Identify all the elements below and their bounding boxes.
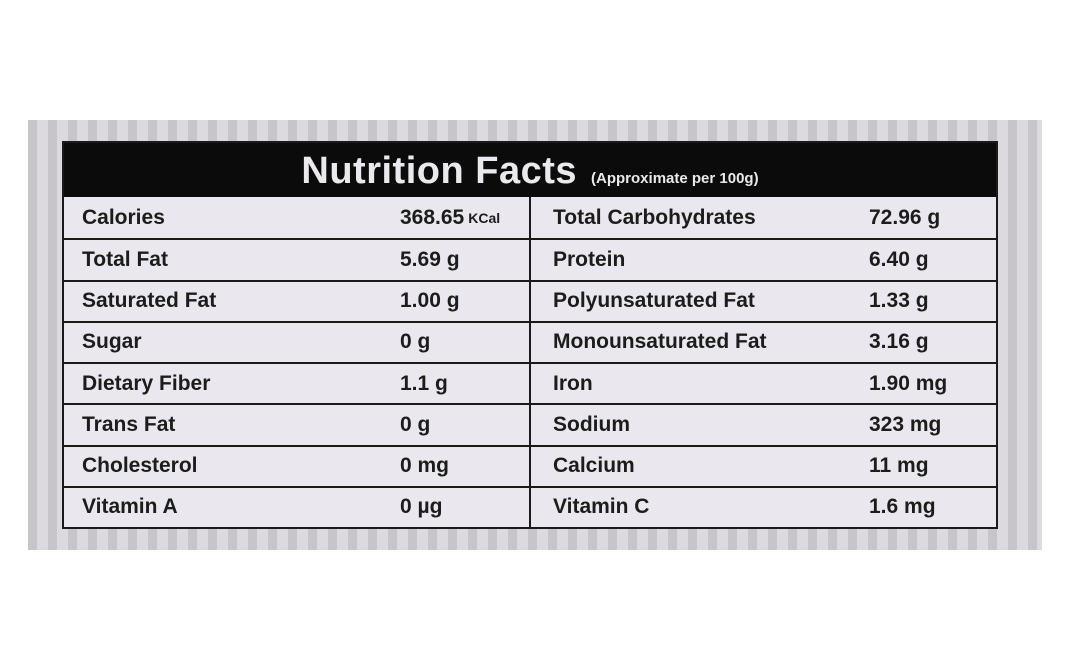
nutrition-table: Calories 368.65 KCal Total Carbohydrates 72.… [64,197,996,527]
nutrient-label: Iron [553,371,593,395]
nutrient-value: 1.90 mg [869,371,948,395]
table-row-left: Dietary Fiber 1.1 g [64,362,531,404]
nutrient-label: Total Fat [82,247,168,271]
nutrient-value: 11 mg [869,454,929,478]
nutrition-header: Nutrition Facts (Approximate per 100g) [64,143,996,197]
nutrient-value: 6.40 g [869,247,929,271]
nutrient-label: Total Carbohydrates [553,205,756,229]
nutrient-value: 0 mg [400,454,450,478]
nutrition-facts-label: Nutrition Facts (Approximate per 100g) C… [62,141,998,529]
table-row-left: Calories 368.65 KCal [64,197,531,239]
nutrient-label: Cholesterol [82,454,198,478]
table-row-left: Total Fat 5.69 g [64,238,531,280]
nutrient-label: Vitamin A [82,495,178,519]
nutrient-label: Dietary Fiber [82,371,211,395]
nutrient-label: Monounsaturated Fat [553,330,767,354]
nutrient-value: 5.69 g [400,247,460,271]
table-row-right: Vitamin C 1.6 mg [531,485,996,527]
nutrient-value: 3.16 g [869,330,929,354]
table-row-left: Cholesterol 0 mg [64,444,531,486]
table-row-left: Trans Fat 0 g [64,403,531,445]
nutrient-label: Polyunsaturated Fat [553,289,755,313]
nutrient-value: 1.1 g [400,371,448,395]
nutrient-label: Trans Fat [82,412,176,436]
nutrient-value: 72.96 g [869,205,941,229]
nutrient-unit: KCal [468,209,501,226]
nutrient-label: Calories [82,205,165,229]
nutrient-value: 1.33 g [869,289,929,313]
table-row-right: Calcium 11 mg [531,444,996,486]
nutrient-label: Vitamin C [553,495,650,519]
nutrient-value: 1.6 mg [869,495,936,519]
nutrient-label: Saturated Fat [82,289,217,313]
nutrient-value: 0 µg [400,495,443,519]
nutrition-title: Nutrition Facts [301,150,578,192]
table-row-right: Monounsaturated Fat 3.16 g [531,320,996,362]
table-row-right: Protein 6.40 g [531,238,996,279]
table-row-left: Sugar 0 g [64,320,531,362]
table-row-left: Saturated Fat 1.00 g [64,279,531,321]
table-row-right: Sodium 323 mg [531,403,996,444]
nutrition-subtitle: (Approximate per 100g) [591,170,759,187]
nutrient-value: 323 mg [869,412,942,436]
package-panel: Nutrition Facts (Approximate per 100g) C… [28,120,1042,550]
table-row-right: Polyunsaturated Fat 1.33 g [531,279,996,321]
nutrient-value: 0 g [400,330,431,354]
nutrient-value: 0 g [400,412,431,436]
nutrient-label: Calcium [553,454,635,478]
table-row-left: Vitamin A 0 µg [64,485,531,527]
table-row-right: Total Carbohydrates 72.96 g [531,197,996,238]
nutrient-value: 1.00 g [400,289,460,313]
nutrient-value: 368.65 [400,205,465,229]
nutrient-label: Protein [553,247,626,271]
nutrient-label: Sodium [553,412,630,436]
table-row-right: Iron 1.90 mg [531,362,996,403]
nutrient-label: Sugar [82,330,142,354]
